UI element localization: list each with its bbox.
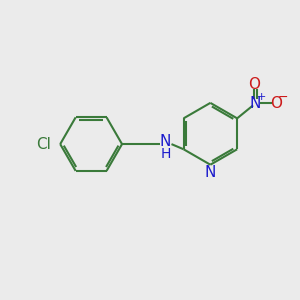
Text: N: N	[160, 134, 171, 149]
Text: O: O	[271, 95, 283, 110]
Text: −: −	[278, 91, 288, 103]
Text: N: N	[205, 166, 216, 181]
Text: H: H	[160, 146, 171, 161]
Text: +: +	[257, 92, 267, 102]
Text: O: O	[248, 77, 260, 92]
Text: Cl: Cl	[36, 136, 51, 152]
Text: N: N	[250, 95, 261, 110]
